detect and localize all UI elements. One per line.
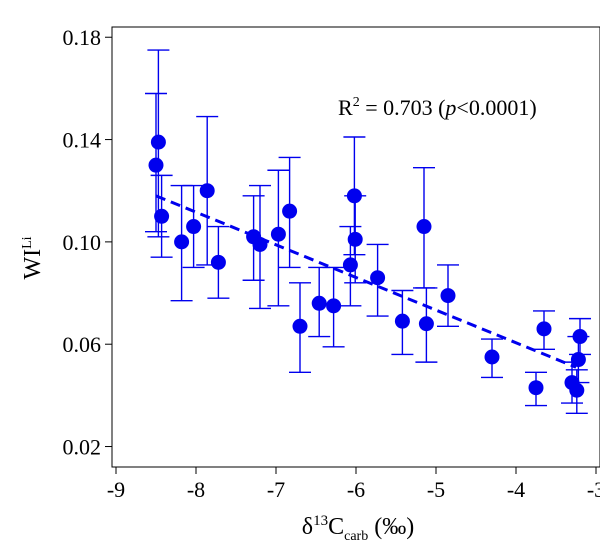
annotation-r-squared: R2 = 0.703 (p<0.0001) <box>338 95 537 120</box>
x-tick-label: -9 <box>107 477 125 502</box>
annotation-p: p <box>443 95 456 120</box>
data-point <box>270 226 286 242</box>
data-point <box>569 382 585 398</box>
annotation-p-value: <0.0001) <box>456 95 536 120</box>
data-point <box>416 219 432 235</box>
data-point <box>150 134 166 150</box>
data-point <box>536 321 552 337</box>
y-title-sup: Li <box>20 236 35 249</box>
x-tick-label: -3 <box>587 477 600 502</box>
data-point <box>311 295 327 311</box>
data-point <box>346 188 362 204</box>
y-tick-label: 0.06 <box>63 332 102 357</box>
data-point <box>347 231 363 247</box>
data-points <box>148 134 588 398</box>
x-tick-label: -4 <box>507 477 525 502</box>
data-point <box>174 234 190 250</box>
data-point <box>186 219 202 235</box>
y-tick-label: 0.14 <box>63 128 102 153</box>
trend-line-group <box>155 194 577 369</box>
y-axis: 0.02 0.06 0.10 0.14 0.18 <box>63 25 112 460</box>
data-point <box>528 380 544 396</box>
data-point <box>292 318 308 334</box>
x-title-sup: 13 <box>313 513 328 529</box>
y-title-main: WI <box>20 249 46 280</box>
annotation-r-sup: 2 <box>353 95 360 110</box>
data-point <box>570 352 586 368</box>
trend-line <box>155 194 577 369</box>
data-point <box>394 313 410 329</box>
x-title-c: C <box>328 514 344 540</box>
data-point <box>484 349 500 365</box>
annotation-r: R <box>338 95 353 120</box>
x-title-delta: δ <box>302 514 313 540</box>
data-point <box>148 157 164 173</box>
x-title-sub: carb <box>344 529 368 544</box>
y-tick-label: 0.18 <box>63 25 102 50</box>
y-axis-title: WILi <box>20 236 46 279</box>
x-tick-label: -8 <box>187 477 205 502</box>
y-tick-label: 0.02 <box>63 435 102 460</box>
data-point <box>282 203 298 219</box>
data-point <box>154 208 170 224</box>
data-point <box>370 270 386 286</box>
annotation-equation: = 0.703 ( <box>360 95 446 120</box>
x-tick-label: -7 <box>267 477 285 502</box>
y-tick-label: 0.10 <box>63 230 102 255</box>
x-axis: -9 -8 -7 -6 -5 -4 -3 <box>107 467 600 502</box>
data-point <box>418 316 434 332</box>
data-point <box>342 257 358 273</box>
data-point <box>326 298 342 314</box>
data-point <box>572 329 588 345</box>
data-point <box>440 288 456 304</box>
data-point <box>199 183 215 199</box>
x-title-unit: (‰) <box>368 514 414 540</box>
data-point <box>210 254 226 270</box>
x-tick-label: -6 <box>347 477 365 502</box>
x-axis-title: δ13Ccarb (‰) <box>302 513 414 544</box>
data-point <box>252 236 268 252</box>
x-tick-label: -5 <box>427 477 445 502</box>
